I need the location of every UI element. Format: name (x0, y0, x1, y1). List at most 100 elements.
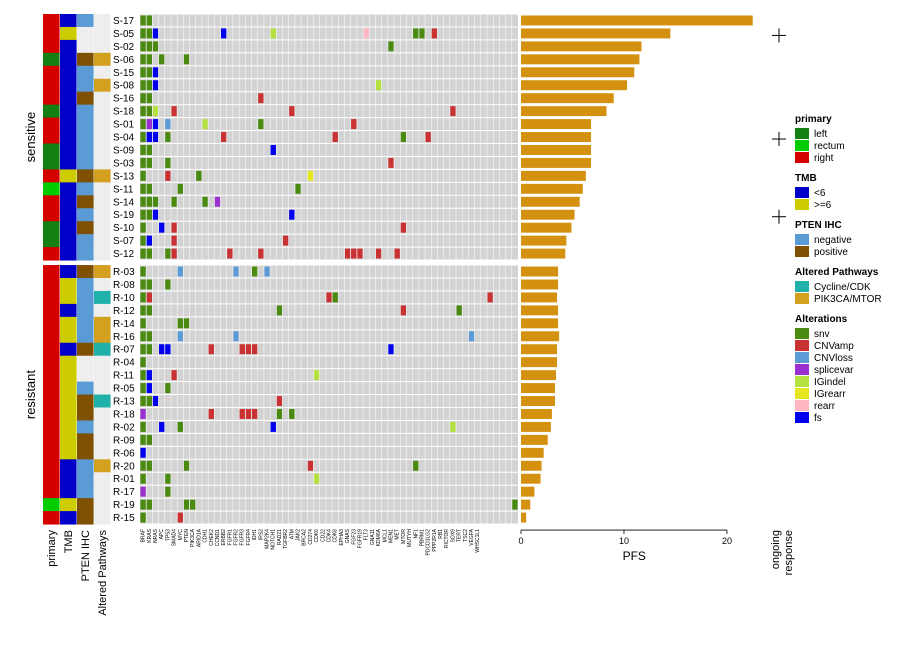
alteration-cell-snv (146, 54, 152, 65)
annotation-cell-altered-pathways (94, 65, 111, 80)
alteration-cell-cnvamp (357, 248, 363, 259)
alteration-cell-cnvamp (251, 409, 258, 419)
alteration-cell-snv (146, 344, 152, 355)
annotation-cell-tmb (60, 355, 77, 370)
annotation-cell-tmb (60, 446, 77, 460)
alteration-cell-snv (140, 292, 146, 303)
legend-item: fs (814, 413, 822, 424)
alteration-cell-snv (140, 434, 146, 445)
sample-label: S-18 (113, 107, 135, 118)
pfs-bar (521, 183, 583, 194)
gene-label: PPP2R1A (432, 528, 438, 551)
sample-label: S-05 (113, 29, 135, 40)
alteration-cell-cnvloss (165, 119, 171, 130)
pfs-axis-tick-label: 0 (518, 536, 523, 546)
pfs-bar (521, 222, 572, 233)
annotation-cell-primary (43, 117, 60, 132)
annotation-cell-pten-ihc (77, 78, 94, 93)
pfs-bar (521, 383, 555, 394)
alteration-cell-snv (140, 370, 146, 381)
annotation-cell-altered-pathways (94, 381, 111, 396)
alteration-cell-snv (332, 292, 338, 303)
legend-swatch (795, 187, 809, 198)
alteration-cell-splicevar (140, 409, 146, 419)
alteration-cell-fs (158, 222, 165, 233)
gene-label: GNAS (345, 528, 351, 543)
gene-label: ERBB2 (221, 529, 227, 546)
sample-label: R-10 (113, 293, 135, 304)
heatmap-row (140, 433, 518, 446)
alteration-cell-snv (146, 106, 152, 117)
alteration-cell-fs (140, 447, 146, 458)
pfs-bar (521, 80, 628, 91)
alteration-cell-cnvloss (233, 266, 239, 277)
alteration-cell-snv (171, 196, 177, 207)
sample-label: S-16 (113, 94, 135, 105)
heatmap-row (140, 356, 518, 369)
annotation-column-label: Altered Pathways (97, 530, 109, 616)
annotation-cell-altered-pathways (94, 446, 111, 460)
alteration-cell-snv (183, 460, 190, 471)
annotation-cell-pten-ihc (77, 208, 94, 222)
annotation-cell-pten-ihc (77, 498, 94, 512)
legend-item: <6 (814, 188, 826, 199)
alteration-cell-snv (146, 209, 152, 220)
gene-label: IRS2 (258, 529, 264, 540)
annotation-cell-tmb (60, 472, 77, 486)
legend-swatch (795, 328, 809, 339)
annotation-cell-pten-ihc (77, 65, 94, 80)
alteration-cell-snv (140, 209, 146, 220)
alteration-cell-snv (140, 41, 146, 52)
alteration-cell-cnvamp (326, 292, 332, 303)
annotation-cell-primary (43, 355, 60, 370)
alteration-cell-snv (140, 28, 146, 39)
alteration-cell-fs (152, 119, 159, 130)
alteration-cell-snv (196, 170, 202, 181)
gene-label: FLT3 (364, 529, 370, 541)
annotation-cell-altered-pathways (94, 433, 111, 447)
alteration-cell-cnvamp (282, 235, 289, 246)
alteration-cell-snv (165, 157, 171, 168)
annotation-cell-altered-pathways (94, 407, 111, 421)
annotation-cell-altered-pathways (94, 208, 111, 222)
alteration-cell-cnvloss (264, 266, 270, 277)
annotation-cell-tmb (60, 381, 77, 396)
gene-label: CDK6 (314, 529, 320, 543)
gene-label: JAK2 (296, 529, 302, 541)
sample-label: R-09 (113, 435, 135, 446)
alteration-cell-snv (140, 318, 146, 329)
pfs-bar (521, 344, 558, 355)
alteration-cell-snv (140, 170, 146, 181)
gene-label: VEGFA (469, 528, 475, 545)
annotation-cell-pten-ihc (77, 234, 94, 248)
sample-label: R-20 (113, 461, 135, 472)
alteration-cell-snv (177, 183, 183, 194)
legend-title: primary (795, 114, 832, 125)
alteration-cell-cnvloss (468, 331, 475, 342)
gene-label: FGFR3 (240, 529, 246, 546)
annotation-cell-tmb (60, 104, 77, 119)
annotation-cell-tmb (60, 485, 77, 499)
legend-title: PTEN IHC (795, 220, 842, 231)
heatmap-row (140, 498, 518, 511)
sample-label: R-07 (113, 345, 135, 356)
legend-swatch (795, 400, 809, 411)
annotation-cell-tmb (60, 278, 77, 292)
sample-label: S-06 (113, 55, 135, 66)
annotation-cell-primary (43, 420, 60, 434)
annotation-cell-altered-pathways (94, 156, 111, 170)
heatmap-row (140, 369, 518, 382)
gene-label: ATM (289, 529, 295, 539)
pfs-bar (521, 279, 559, 290)
alteration-cell-cnvamp (289, 106, 295, 117)
annotation-cell-pten-ihc (77, 195, 94, 209)
annotation-cell-tmb (60, 130, 77, 144)
annotation-cell-pten-ihc (77, 182, 94, 196)
annotation-cell-altered-pathways (94, 234, 111, 248)
annotation-cell-pten-ihc (77, 459, 94, 473)
legend-swatch (795, 140, 809, 151)
annotation-cell-altered-pathways (94, 303, 111, 318)
alteration-cell-snv (165, 473, 171, 484)
gene-label: CD22 (320, 529, 326, 542)
